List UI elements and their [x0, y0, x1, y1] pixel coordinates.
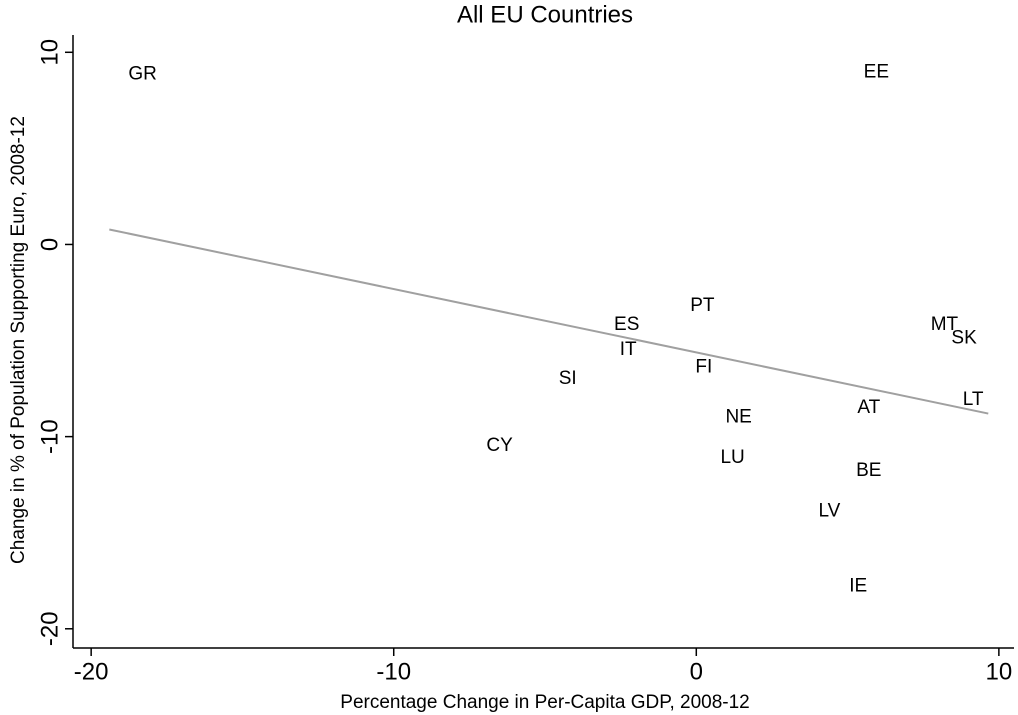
y-tick-label: -10	[36, 419, 63, 454]
point-label: NE	[725, 406, 751, 427]
point-label: FI	[695, 356, 712, 377]
x-tick-label: 10	[986, 658, 1013, 685]
x-tick-label: -10	[376, 658, 411, 685]
point-label: PT	[690, 295, 715, 316]
point-label: GR	[128, 63, 157, 84]
y-tick-label: 10	[36, 39, 63, 66]
point-label: IT	[620, 339, 637, 360]
point-label: ES	[614, 314, 639, 335]
chart-title: All EU Countries	[457, 1, 633, 28]
point-label: BE	[856, 460, 881, 481]
point-label: CY	[486, 435, 513, 456]
point-label: SI	[559, 368, 577, 389]
y-tick-label: -20	[36, 611, 63, 646]
point-label: EE	[864, 61, 889, 82]
point-label: LU	[720, 447, 744, 468]
point-label: SK	[951, 328, 977, 349]
x-axis-title: Percentage Change in Per-Capita GDP, 200…	[340, 692, 749, 713]
x-tick-label: -20	[74, 658, 109, 685]
x-tick-label: 0	[690, 658, 703, 685]
point-label: LT	[963, 389, 984, 410]
point-label: IE	[849, 576, 867, 597]
point-label: AT	[857, 397, 880, 418]
y-axis-title: Change in % of Population Supporting Eur…	[8, 116, 29, 564]
point-label: MT	[931, 314, 959, 335]
point-label: LV	[819, 501, 841, 522]
fit-line	[109, 228, 989, 415]
y-tick-label: 0	[36, 238, 63, 251]
